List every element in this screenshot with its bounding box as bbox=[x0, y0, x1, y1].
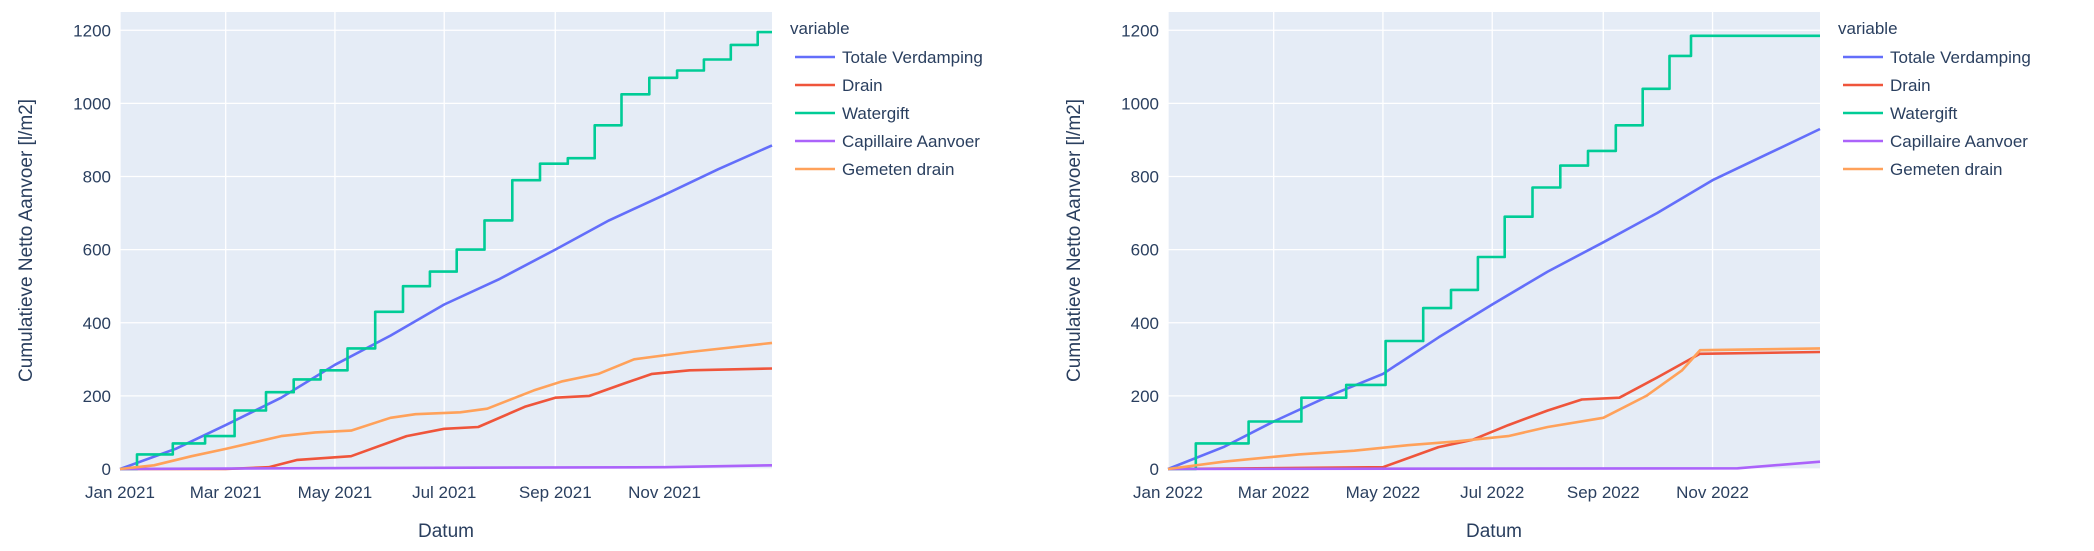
y-tick-label: 600 bbox=[1131, 241, 1159, 260]
x-tick-label: Sep 2022 bbox=[1567, 483, 1640, 502]
legend-item[interactable]: Drain bbox=[795, 76, 883, 95]
x-tick-label: Jan 2021 bbox=[85, 483, 155, 502]
legend-label: Drain bbox=[842, 76, 883, 95]
legend-label: Gemeten drain bbox=[1890, 160, 2002, 179]
x-tick-label: Nov 2022 bbox=[1676, 483, 1749, 502]
legend-label: Capillaire Aanvoer bbox=[842, 132, 980, 151]
x-tick-label: Jul 2021 bbox=[412, 483, 476, 502]
series-line-capillaire-aanvoer bbox=[1167, 460, 1821, 471]
series-line-drain bbox=[1167, 350, 1821, 471]
legend-item[interactable]: Capillaire Aanvoer bbox=[1843, 132, 2028, 151]
legend-label: Totale Verdamping bbox=[1890, 48, 2031, 67]
x-tick-label: Jul 2022 bbox=[1460, 483, 1524, 502]
x-tick-label: Sep 2021 bbox=[519, 483, 592, 502]
y-tick-label: 0 bbox=[102, 460, 111, 479]
legend-item[interactable]: Totale Verdamping bbox=[795, 48, 983, 67]
y-axis-title: Cumulatieve Netto Aanvoer [l/m2] bbox=[16, 99, 37, 382]
legend-label: Totale Verdamping bbox=[842, 48, 983, 67]
legend: variable Totale Verdamping Drain Watergift C… bbox=[1838, 19, 2031, 179]
legend-item[interactable]: Watergift bbox=[1843, 104, 1958, 123]
y-tick-label: 0 bbox=[1150, 460, 1159, 479]
x-tick-label: Mar 2022 bbox=[1238, 483, 1310, 502]
y-tick-label: 600 bbox=[83, 241, 111, 260]
legend-label: Capillaire Aanvoer bbox=[1890, 132, 2028, 151]
y-axis-title: Cumulatieve Netto Aanvoer [l/m2] bbox=[1064, 99, 1085, 382]
legend-item[interactable]: Totale Verdamping bbox=[1843, 48, 2031, 67]
chart-panel-1: 0 200 400 600 800 1000 1200 Jan 2021 Mar 2021 May… bbox=[16, 12, 983, 542]
y-tick-label: 400 bbox=[1131, 314, 1159, 333]
series-line-watergift bbox=[1168, 34, 1820, 471]
legend-label: Watergift bbox=[1890, 104, 1958, 123]
series-line-gemeten-drain bbox=[119, 341, 773, 471]
y-tick-label: 1000 bbox=[73, 94, 111, 113]
y-tick-label: 800 bbox=[83, 168, 111, 187]
series-line-gemeten-drain bbox=[1167, 347, 1821, 471]
y-tick-label: 1200 bbox=[73, 21, 111, 40]
plot-background bbox=[1168, 12, 1820, 469]
legend-title: variable bbox=[790, 19, 850, 38]
legend-label: Watergift bbox=[842, 104, 910, 123]
legend-item[interactable]: Gemeten drain bbox=[795, 160, 954, 179]
x-axis-title: Datum bbox=[1466, 521, 1522, 542]
legend-label: Gemeten drain bbox=[842, 160, 954, 179]
series-line-drain bbox=[120, 367, 773, 471]
x-tick-label: Mar 2021 bbox=[190, 483, 262, 502]
x-tick-label: May 2022 bbox=[1346, 483, 1421, 502]
chart-panel-2: 0 200 400 600 800 1000 1200 Jan 2022 Mar 2022 May… bbox=[1064, 12, 2031, 542]
plot-background bbox=[120, 12, 772, 469]
x-tick-label: Jan 2022 bbox=[1133, 483, 1203, 502]
series-line-capillaire-aanvoer bbox=[119, 464, 773, 471]
legend: variable Totale Verdamping Drain Watergift C… bbox=[790, 19, 983, 179]
legend-item[interactable]: Watergift bbox=[795, 104, 910, 123]
y-tick-label: 1000 bbox=[1121, 94, 1159, 113]
legend-title: variable bbox=[1838, 19, 1898, 38]
y-tick-label: 800 bbox=[1131, 168, 1159, 187]
series-line-totale-verdamping bbox=[119, 144, 773, 471]
legend-item[interactable]: Capillaire Aanvoer bbox=[795, 132, 980, 151]
y-tick-label: 200 bbox=[1131, 387, 1159, 406]
legend-item[interactable]: Drain bbox=[1843, 76, 1931, 95]
legend-item[interactable]: Gemeten drain bbox=[1843, 160, 2002, 179]
x-tick-label: May 2021 bbox=[298, 483, 373, 502]
x-tick-label: Nov 2021 bbox=[628, 483, 701, 502]
y-tick-label: 1200 bbox=[1121, 21, 1159, 40]
legend-label: Drain bbox=[1890, 76, 1931, 95]
y-tick-label: 200 bbox=[83, 387, 111, 406]
y-tick-label: 400 bbox=[83, 314, 111, 333]
x-axis-title: Datum bbox=[418, 521, 474, 542]
series-line-watergift bbox=[120, 30, 772, 471]
